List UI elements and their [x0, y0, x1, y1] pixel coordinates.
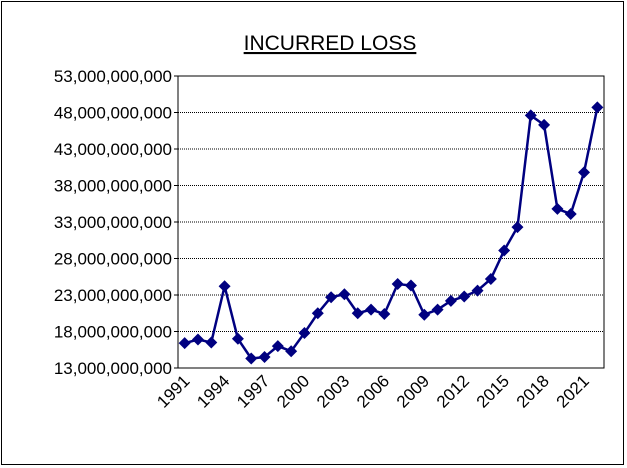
marker: [325, 291, 338, 304]
marker: [391, 278, 404, 291]
marker: [471, 284, 484, 297]
marker: [218, 280, 231, 293]
marker: [431, 303, 444, 316]
chart-title: INCURRED LOSS: [244, 32, 417, 55]
marker: [511, 221, 524, 234]
marker: [484, 272, 497, 285]
marker: [418, 308, 431, 321]
marker: [458, 290, 471, 303]
y-tick-label: 13,000,000,000: [54, 359, 172, 378]
plot-area: [177, 75, 605, 369]
y-tick-label: 18,000,000,000: [54, 323, 172, 342]
marker: [551, 202, 564, 215]
y-tick-label: 23,000,000,000: [54, 286, 172, 305]
marker: [498, 244, 511, 257]
marker: [298, 326, 311, 339]
marker: [538, 118, 551, 131]
marker: [578, 166, 591, 179]
marker: [258, 351, 271, 364]
marker: [444, 294, 457, 307]
marker: [378, 307, 391, 320]
marker: [404, 279, 417, 292]
marker: [524, 109, 537, 122]
marker: [351, 307, 364, 320]
marker: [311, 307, 324, 320]
marker: [591, 101, 604, 114]
y-tick-label: 43,000,000,000: [54, 140, 172, 159]
marker: [365, 303, 378, 316]
marker: [564, 207, 577, 220]
y-tick-label: 48,000,000,000: [54, 104, 172, 123]
marker: [245, 352, 258, 365]
y-tick-label: 28,000,000,000: [54, 250, 172, 269]
marker: [271, 340, 284, 353]
y-tick-label: 33,000,000,000: [54, 213, 172, 232]
marker: [338, 288, 351, 301]
marker: [205, 336, 218, 349]
marker: [191, 333, 204, 346]
marker: [285, 345, 298, 358]
marker: [231, 332, 244, 345]
y-tick-label: 53,000,000,000: [54, 67, 172, 86]
y-tick-label: 38,000,000,000: [54, 177, 172, 196]
marker: [178, 337, 191, 350]
